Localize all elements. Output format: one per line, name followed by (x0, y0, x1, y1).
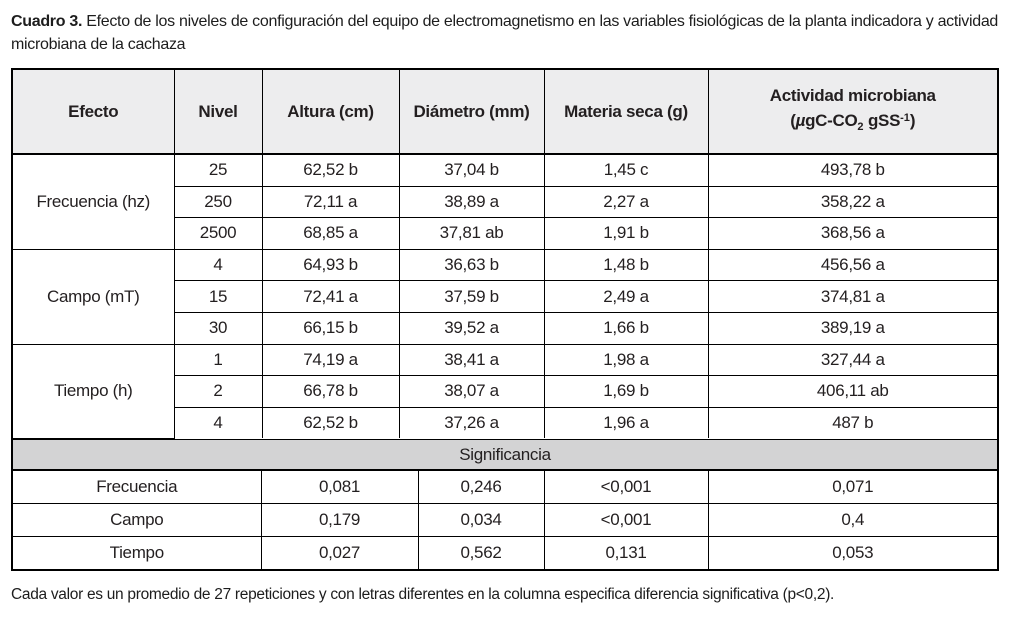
sig-value-cell: 0,179 (260, 503, 419, 538)
diametro-cell: 38,07 a (398, 375, 545, 408)
actividad-cell: 358,22 a (707, 185, 997, 219)
sig-value-cell: <0,001 (543, 470, 709, 505)
table-row: 30 66,15 b 39,52 a 1,66 b 389,19 a (13, 311, 997, 345)
actividad-cell: 368,56 a (707, 217, 997, 250)
table-footnote: Cada valor es un promedio de 27 repetici… (11, 586, 835, 604)
header-actividad: Actividad microbiana (µgC-CO2 gSS-1) (707, 70, 997, 155)
altura-cell: 62,52 b (261, 406, 400, 439)
header-efecto: Efecto (13, 70, 175, 155)
header-diametro: Diámetro (mm) (398, 70, 545, 155)
altura-cell: 64,93 b (261, 248, 400, 282)
actividad-title: Actividad microbiana (769, 86, 936, 105)
diametro-cell: 37,26 a (398, 406, 545, 439)
diametro-cell: 37,59 b (398, 280, 545, 313)
table-row: 4 62,52 b 37,26 a 1,96 a 487 b (13, 406, 997, 439)
sig-effect-cell: Campo (13, 503, 262, 538)
sig-value-cell: 0,246 (417, 470, 545, 505)
results-table: Efecto Nivel Altura (cm) Diámetro (mm) M… (13, 70, 997, 439)
materia-cell: 2,49 a (543, 280, 709, 313)
significance-band: Significancia (13, 438, 997, 471)
nivel-cell: 2 (174, 375, 263, 408)
altura-cell: 68,85 a (261, 217, 400, 250)
diametro-cell: 36,63 b (398, 248, 545, 282)
header-row: Efecto Nivel Altura (cm) Diámetro (mm) M… (13, 70, 997, 155)
actividad-cell: 456,56 a (707, 248, 997, 282)
actividad-cell: 406,11 ab (707, 375, 997, 408)
materia-cell: 1,91 b (543, 217, 709, 250)
nivel-cell: 4 (174, 406, 263, 439)
sig-effect-cell: Tiempo (13, 536, 262, 570)
actividad-cell: 327,44 a (707, 343, 997, 377)
sig-value-cell: 0,034 (417, 503, 545, 538)
altura-cell: 66,15 b (261, 311, 400, 345)
table-row: 2500 68,85 a 37,81 ab 1,91 b 368,56 a (13, 217, 997, 250)
altura-cell: 74,19 a (261, 343, 400, 377)
nivel-cell: 30 (174, 311, 263, 345)
materia-cell: 1,69 b (543, 375, 709, 408)
table-row: Campo (mT) 4 64,93 b 36,63 b 1,48 b 456,… (13, 248, 997, 345)
altura-cell: 66,78 b (261, 375, 400, 408)
results-table-wrapper: Efecto Nivel Altura (cm) Diámetro (mm) M… (11, 68, 999, 572)
altura-cell: 62,52 b (261, 153, 400, 187)
nivel-cell: 4 (173, 248, 263, 282)
sig-value-cell: 0,081 (260, 470, 419, 505)
sig-value-cell: 0,562 (417, 536, 545, 570)
sig-value-cell: 0,027 (260, 536, 419, 570)
nivel-cell: 1 (173, 343, 263, 377)
actividad-cell: 493,78 b (707, 153, 997, 187)
actividad-unit: (µgC-CO2 gSS-1) (790, 111, 916, 133)
nivel-cell: 250 (174, 185, 263, 219)
header-nivel: Nivel (173, 70, 263, 155)
actividad-cell: 487 b (707, 406, 997, 439)
materia-cell: 1,48 b (543, 248, 709, 282)
nivel-cell: 25 (173, 153, 263, 187)
sig-value-cell: 0,071 (707, 470, 997, 505)
diametro-cell: 38,89 a (398, 185, 545, 219)
effect-cell: Tiempo (h) (13, 343, 175, 439)
caption-text: Efecto de los niveles de configuración d… (11, 13, 999, 53)
sig-value-cell: 0,131 (543, 536, 709, 570)
diametro-cell: 37,04 b (398, 153, 545, 187)
actividad-cell: 389,19 a (707, 311, 997, 345)
caption-label: Cuadro 3. (11, 13, 83, 30)
significance-row: Frecuencia 0,081 0,246 <0,001 0,071 (13, 470, 997, 505)
actividad-cell: 374,81 a (707, 280, 997, 313)
table-row: 2 66,78 b 38,07 a 1,69 b 406,11 ab (13, 375, 997, 408)
altura-cell: 72,41 a (261, 280, 400, 313)
materia-cell: 1,96 a (543, 406, 709, 439)
diametro-cell: 37,81 ab (398, 217, 545, 250)
significance-row: Campo 0,179 0,034 <0,001 0,4 (13, 503, 997, 538)
sig-value-cell: <0,001 (543, 503, 709, 538)
significance-row: Tiempo 0,027 0,562 0,131 0,053 (13, 536, 997, 570)
table-caption: Cuadro 3. Efecto de los niveles de confi… (11, 10, 1002, 56)
altura-cell: 72,11 a (261, 185, 400, 219)
effect-cell: Frecuencia (hz) (13, 153, 175, 250)
nivel-cell: 15 (174, 280, 263, 313)
header-altura: Altura (cm) (261, 70, 400, 155)
diametro-cell: 38,41 a (398, 343, 545, 377)
table-row: 15 72,41 a 37,59 b 2,49 a 374,81 a (13, 280, 997, 313)
effect-cell: Campo (mT) (13, 248, 175, 345)
sig-value-cell: 0,053 (707, 536, 997, 570)
sig-value-cell: 0,4 (707, 503, 997, 538)
materia-cell: 2,27 a (543, 185, 709, 219)
sig-effect-cell: Frecuencia (13, 470, 262, 505)
materia-cell: 1,45 c (543, 153, 709, 187)
header-materia-seca: Materia seca (g) (543, 70, 709, 155)
materia-cell: 1,98 a (543, 343, 709, 377)
nivel-cell: 2500 (174, 217, 263, 250)
table-row: Tiempo (h) 1 74,19 a 38,41 a 1,98 a 327,… (13, 343, 997, 439)
table-row: Frecuencia (hz) 25 62,52 b 37,04 b 1,45 … (13, 153, 997, 250)
significance-table: Frecuencia 0,081 0,246 <0,001 0,071 Camp… (13, 470, 997, 570)
diametro-cell: 39,52 a (398, 311, 545, 345)
materia-cell: 1,66 b (543, 311, 709, 345)
